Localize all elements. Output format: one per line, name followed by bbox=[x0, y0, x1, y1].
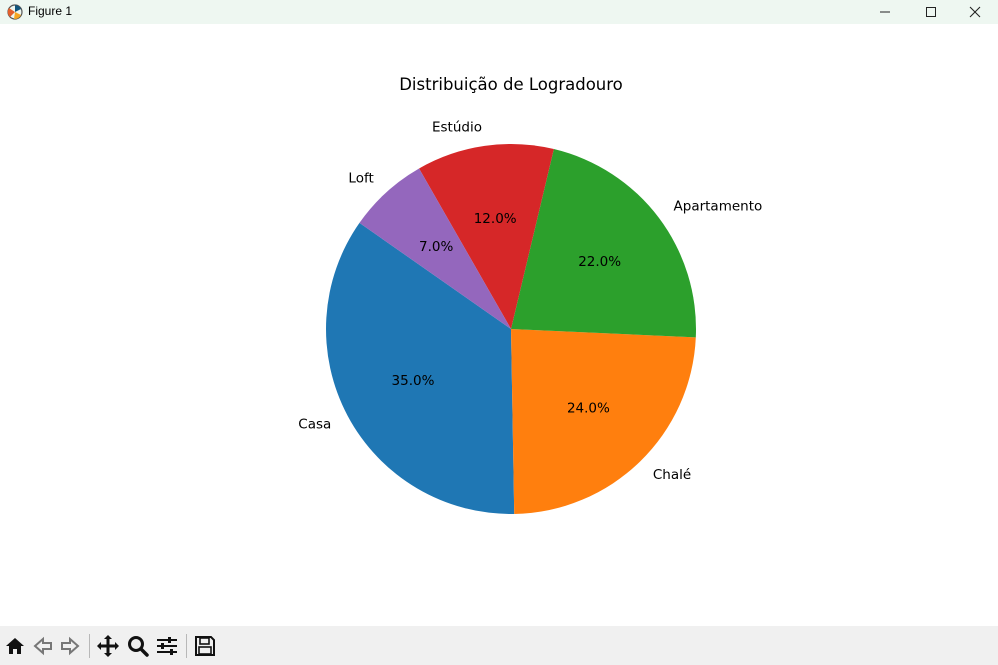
maximize-button[interactable] bbox=[908, 0, 954, 24]
matplotlib-icon bbox=[7, 4, 23, 20]
configure-subplots-button[interactable] bbox=[155, 634, 179, 658]
pie-percent-label: 24.0% bbox=[567, 401, 610, 417]
pie-category-label: Estúdio bbox=[432, 120, 482, 136]
pie-percent-label: 12.0% bbox=[474, 211, 517, 227]
save-icon bbox=[195, 636, 215, 656]
pie-percent-label: 7.0% bbox=[419, 239, 453, 255]
pie-category-label: Loft bbox=[348, 171, 373, 187]
pie-percent-label: 22.0% bbox=[578, 254, 621, 270]
pie-slice bbox=[511, 149, 697, 338]
window-titlebar: Figure 1 bbox=[0, 0, 998, 24]
window-title: Figure 1 bbox=[28, 4, 73, 18]
home-button[interactable] bbox=[3, 634, 27, 658]
toolbar-separator bbox=[89, 634, 90, 658]
configure-subplots-icon bbox=[157, 637, 177, 655]
navigation-toolbar bbox=[0, 626, 998, 665]
pie-category-label: Casa bbox=[298, 417, 331, 433]
close-button[interactable] bbox=[952, 0, 998, 24]
back-icon bbox=[33, 636, 52, 656]
pie-wedges bbox=[326, 144, 697, 514]
home-icon bbox=[6, 638, 24, 654]
figure-canvas: Distribuição de Logradouro Casa 35.0% Chal… bbox=[0, 24, 998, 626]
forward-button[interactable] bbox=[58, 634, 82, 658]
toolbar-separator bbox=[186, 634, 187, 658]
pan-icon bbox=[97, 635, 119, 657]
pie-percent-label: 35.0% bbox=[392, 373, 435, 389]
back-button[interactable] bbox=[31, 634, 55, 658]
forward-icon bbox=[61, 636, 80, 656]
pie-labels: Casa 35.0% Chalé 24.0% Apartamento 22.0% Estúd… bbox=[298, 120, 762, 483]
zoom-button[interactable] bbox=[126, 634, 150, 658]
pie-slice bbox=[359, 168, 511, 329]
pie-chart: Distribuição de Logradouro Casa 35.0% Chal… bbox=[298, 75, 762, 514]
minimize-icon bbox=[880, 11, 890, 13]
save-button[interactable] bbox=[193, 634, 217, 658]
maximize-icon bbox=[926, 7, 936, 17]
zoom-icon bbox=[128, 636, 149, 657]
pie-slice bbox=[511, 329, 696, 514]
pie-category-label: Chalé bbox=[653, 467, 691, 483]
pie-category-label: Apartamento bbox=[674, 199, 763, 215]
pie-slice bbox=[419, 144, 554, 329]
minimize-button[interactable] bbox=[862, 0, 908, 24]
pan-button[interactable] bbox=[96, 634, 120, 658]
pie-slice bbox=[326, 222, 515, 514]
close-icon bbox=[969, 6, 981, 18]
chart-title: Distribuição de Logradouro bbox=[399, 75, 623, 94]
